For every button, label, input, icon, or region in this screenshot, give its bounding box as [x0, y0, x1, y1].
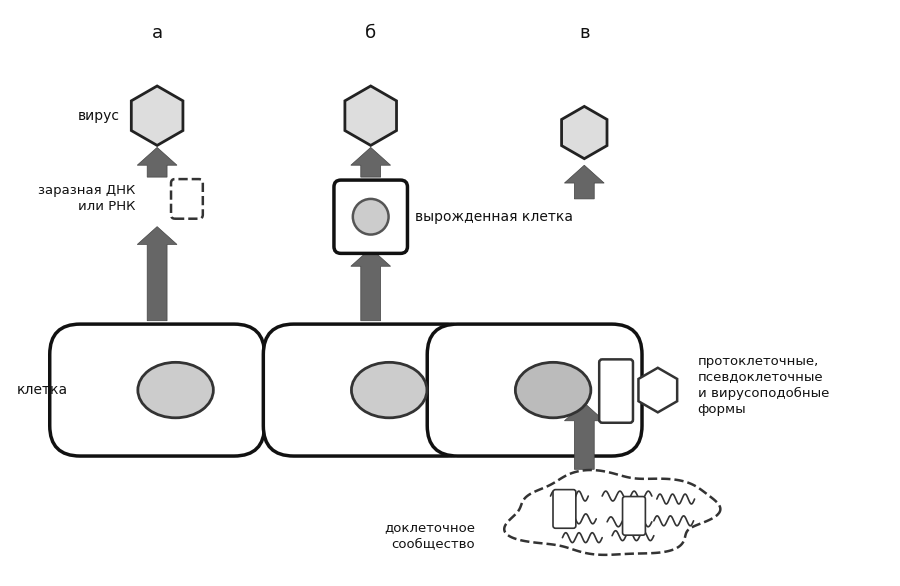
Polygon shape	[138, 148, 177, 177]
Polygon shape	[638, 368, 677, 413]
FancyBboxPatch shape	[623, 496, 645, 535]
Polygon shape	[131, 86, 183, 145]
FancyBboxPatch shape	[428, 324, 642, 456]
Ellipse shape	[516, 362, 591, 418]
FancyBboxPatch shape	[264, 324, 478, 456]
Polygon shape	[562, 107, 607, 159]
Polygon shape	[345, 86, 397, 145]
Text: протоклеточные,
псевдоклеточные
и вирусоподобные
формы: протоклеточные, псевдоклеточные и вирусо…	[698, 355, 829, 415]
Polygon shape	[504, 470, 720, 555]
Ellipse shape	[353, 199, 389, 234]
Ellipse shape	[138, 362, 213, 418]
Text: заразная ДНК
или РНК: заразная ДНК или РНК	[38, 185, 135, 213]
Polygon shape	[351, 148, 391, 177]
Text: б: б	[365, 23, 376, 42]
FancyBboxPatch shape	[553, 490, 576, 528]
Text: доклеточное
сообщество: доклеточное сообщество	[384, 521, 475, 550]
FancyBboxPatch shape	[171, 179, 202, 219]
Polygon shape	[351, 248, 391, 321]
Text: в: в	[579, 23, 590, 42]
FancyBboxPatch shape	[599, 359, 633, 423]
FancyBboxPatch shape	[50, 324, 265, 456]
FancyBboxPatch shape	[334, 180, 408, 253]
Text: вырожденная клетка: вырожденная клетка	[416, 210, 573, 224]
Text: клетка: клетка	[17, 383, 68, 397]
Ellipse shape	[351, 362, 427, 418]
Polygon shape	[564, 403, 604, 469]
Polygon shape	[564, 165, 604, 199]
Text: а: а	[151, 23, 163, 42]
Polygon shape	[138, 227, 177, 321]
Text: вирус: вирус	[77, 108, 120, 122]
